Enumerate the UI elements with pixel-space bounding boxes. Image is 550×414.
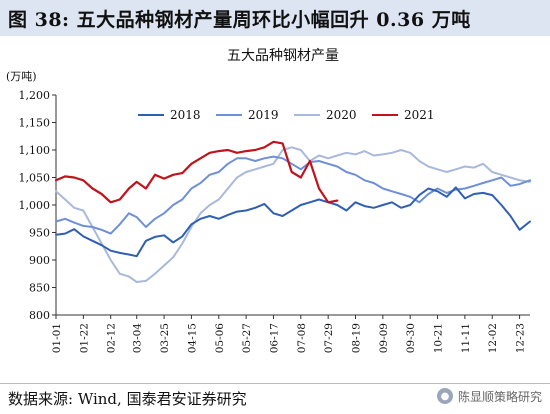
x-tick-label: 04-15	[186, 323, 198, 353]
y-tick-label: 950	[29, 227, 50, 240]
y-tick-label: 800	[29, 309, 50, 322]
series-line-2019	[55, 155, 531, 235]
x-axis: 01-01 01-22 02-12 03-04 03-25 04-15 05-06 05-27…	[51, 314, 530, 354]
x-tick-label: 01-22	[78, 323, 90, 353]
y-tick-label: 850	[29, 282, 50, 295]
y-tick-label: 1,200	[19, 89, 51, 102]
series-layer	[54, 140, 531, 283]
x-tick-label: 05-06	[214, 323, 226, 354]
x-tick-label: 08-19	[351, 323, 363, 353]
y-tick-label: 1,000	[19, 199, 51, 212]
line-chart: 五大品种钢材产量 (万吨) 800 850 900 950 1,000 1,050 1,10…	[6, 48, 531, 354]
chart-title: 五大品种钢材产量	[227, 48, 339, 64]
y-unit-label: (万吨)	[6, 70, 37, 83]
x-tick-label: 12-02	[487, 323, 499, 353]
wechat-icon: ●	[436, 388, 453, 404]
x-tick-label: 03-25	[159, 323, 171, 353]
legend-label-2020: 2020	[326, 108, 357, 122]
legend-label-2019: 2019	[248, 108, 279, 122]
y-tick-label: 1,050	[19, 172, 51, 185]
footer-divider	[0, 383, 550, 384]
legend: 2018 2019 2020 2021	[138, 108, 435, 122]
x-tick-label: 02-12	[106, 323, 118, 353]
x-tick-label: 10-21	[433, 323, 445, 353]
source-note: 数据来源: Wind, 国泰君安证券研究	[8, 390, 247, 408]
figure-title: 图 38: 五大品种钢材产量周环比小幅回升 0.36 万吨	[8, 9, 471, 31]
x-tick-label: 09-09	[378, 323, 390, 353]
x-tick-label: 09-30	[405, 323, 417, 353]
figure-header	[0, 0, 550, 36]
y-tick-label: 1,100	[19, 144, 51, 157]
y-tick-label: 900	[29, 254, 50, 267]
series-line-2021	[54, 140, 339, 204]
x-tick-label: 01-01	[51, 323, 63, 353]
watermark-text: 陈显顺策略研究	[457, 389, 542, 404]
legend-label-2021: 2021	[404, 108, 435, 122]
legend-label-2018: 2018	[170, 108, 201, 122]
x-tick-label: 07-29	[323, 323, 335, 353]
watermark: ● 陈显顺策略研究	[436, 385, 542, 407]
x-tick-label: 05-27	[241, 323, 253, 353]
x-tick-label: 07-08	[296, 323, 308, 353]
x-tick-label: 12-23	[515, 323, 527, 353]
series-line-2018	[55, 186, 531, 258]
x-tick-label: 11-11	[460, 323, 472, 353]
y-tick-label: 1,150	[19, 117, 51, 130]
x-tick-label: 03-04	[132, 323, 144, 354]
x-tick-label: 06-17	[268, 323, 280, 353]
y-axis: 800 850 900 950 1,000 1,050 1,100 1,150 1,200	[19, 89, 57, 322]
series-line-2020	[55, 146, 531, 283]
